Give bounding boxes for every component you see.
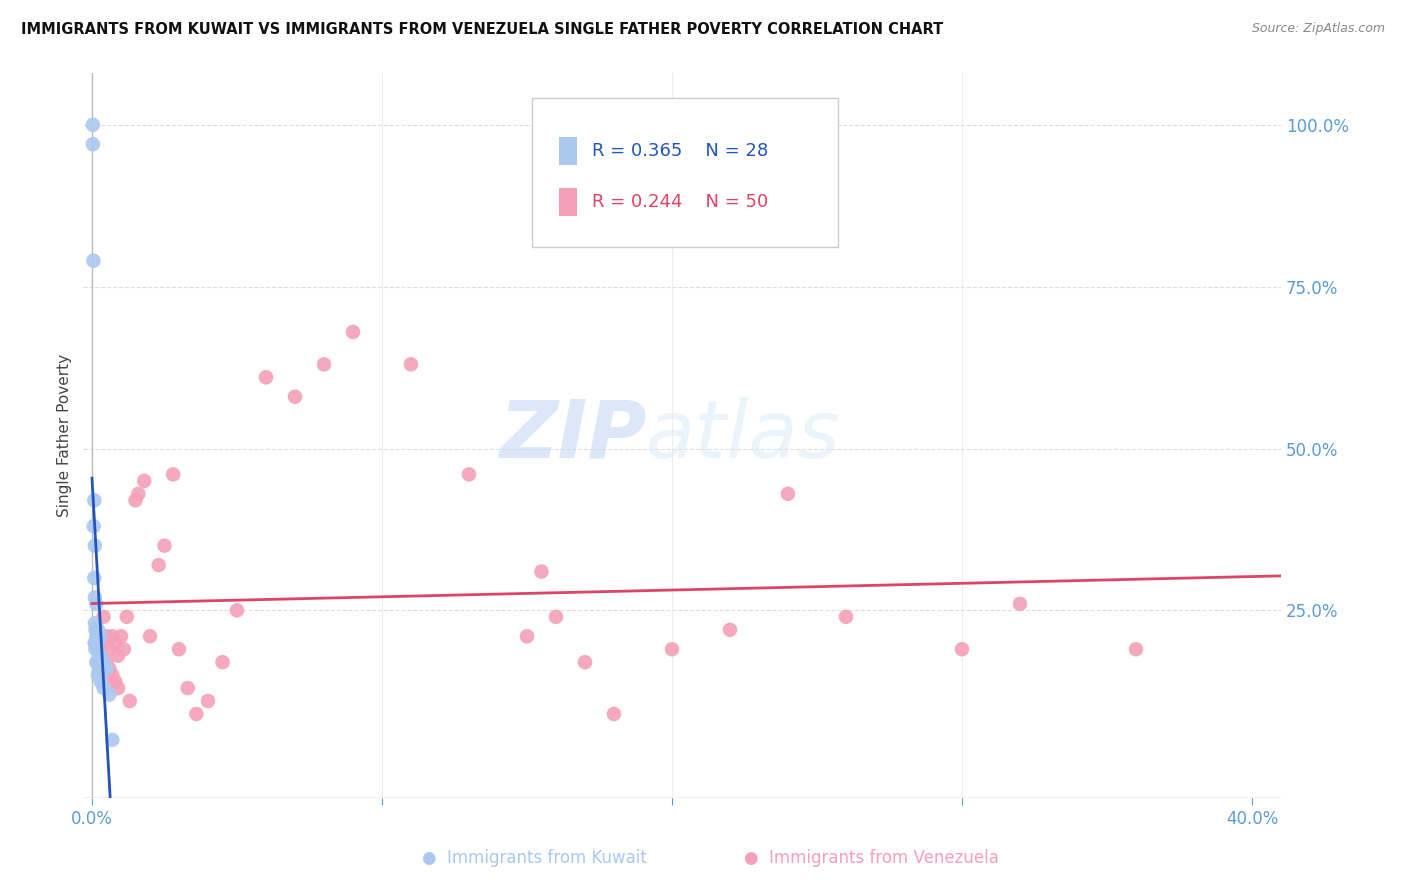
- Point: [87, 623, 110, 637]
- Y-axis label: Single Father Poverty: Single Father Poverty: [58, 354, 72, 517]
- Point: [312, 357, 335, 371]
- Point: [284, 390, 307, 404]
- Point: [101, 629, 124, 643]
- Point: [176, 681, 198, 695]
- Point: [98, 688, 121, 702]
- Point: [83, 636, 105, 650]
- Point: [186, 706, 208, 721]
- Point: [211, 655, 233, 669]
- Point: [98, 662, 121, 676]
- Point: [399, 357, 422, 371]
- Point: [83, 493, 105, 508]
- Point: [96, 662, 118, 676]
- Point: [83, 591, 105, 605]
- FancyBboxPatch shape: [558, 188, 578, 216]
- Point: [104, 674, 127, 689]
- Point: [87, 636, 110, 650]
- Point: [83, 636, 105, 650]
- Point: [115, 610, 138, 624]
- Point: [254, 370, 277, 384]
- Point: [86, 629, 108, 643]
- Point: [107, 681, 129, 695]
- Point: [87, 623, 110, 637]
- Point: [458, 467, 481, 482]
- Point: [104, 636, 127, 650]
- Point: [82, 137, 104, 152]
- Point: [90, 629, 112, 643]
- Text: Source: ZipAtlas.com: Source: ZipAtlas.com: [1251, 22, 1385, 36]
- Point: [82, 253, 104, 268]
- Point: [530, 565, 553, 579]
- Point: [86, 597, 108, 611]
- Point: [83, 519, 105, 533]
- Point: [82, 118, 104, 132]
- Point: [93, 610, 115, 624]
- Point: [661, 642, 683, 657]
- Point: [139, 629, 162, 643]
- Point: [87, 668, 110, 682]
- Point: [718, 623, 741, 637]
- Point: [107, 648, 129, 663]
- Point: [84, 642, 107, 657]
- Point: [90, 674, 112, 689]
- Point: [342, 325, 364, 339]
- Point: [90, 655, 112, 669]
- Point: [574, 655, 596, 669]
- Point: [153, 539, 176, 553]
- Point: [90, 648, 112, 663]
- Text: R = 0.365    N = 28: R = 0.365 N = 28: [592, 142, 768, 161]
- Point: [86, 655, 108, 669]
- Point: [516, 629, 538, 643]
- Point: [226, 603, 249, 617]
- Text: ZIP: ZIP: [499, 397, 647, 475]
- FancyBboxPatch shape: [558, 137, 578, 165]
- Point: [162, 467, 184, 482]
- Text: ●  Immigrants from Venezuela: ● Immigrants from Venezuela: [744, 849, 1000, 867]
- Point: [127, 487, 149, 501]
- Point: [1125, 642, 1147, 657]
- Point: [96, 655, 118, 669]
- Point: [83, 571, 105, 585]
- Point: [167, 642, 190, 657]
- Point: [83, 539, 105, 553]
- Text: ●  Immigrants from Kuwait: ● Immigrants from Kuwait: [422, 849, 647, 867]
- Point: [93, 655, 115, 669]
- Point: [101, 668, 124, 682]
- Text: atlas: atlas: [647, 397, 841, 475]
- Point: [101, 732, 124, 747]
- Text: R = 0.244    N = 50: R = 0.244 N = 50: [592, 194, 768, 211]
- Point: [83, 616, 105, 631]
- Point: [835, 610, 858, 624]
- Point: [89, 662, 111, 676]
- Point: [1008, 597, 1031, 611]
- Text: IMMIGRANTS FROM KUWAIT VS IMMIGRANTS FROM VENEZUELA SINGLE FATHER POVERTY CORREL: IMMIGRANTS FROM KUWAIT VS IMMIGRANTS FRO…: [21, 22, 943, 37]
- Point: [124, 493, 146, 508]
- Point: [96, 629, 118, 643]
- Point: [112, 642, 135, 657]
- Point: [603, 706, 626, 721]
- Point: [950, 642, 973, 657]
- Point: [134, 474, 156, 488]
- Point: [93, 681, 115, 695]
- Point: [110, 629, 132, 643]
- Point: [544, 610, 567, 624]
- Point: [90, 642, 112, 657]
- Point: [148, 558, 170, 572]
- Point: [776, 487, 799, 501]
- Point: [118, 694, 141, 708]
- Point: [84, 623, 107, 637]
- Point: [197, 694, 219, 708]
- FancyBboxPatch shape: [533, 98, 838, 247]
- Point: [98, 642, 121, 657]
- Point: [87, 655, 110, 669]
